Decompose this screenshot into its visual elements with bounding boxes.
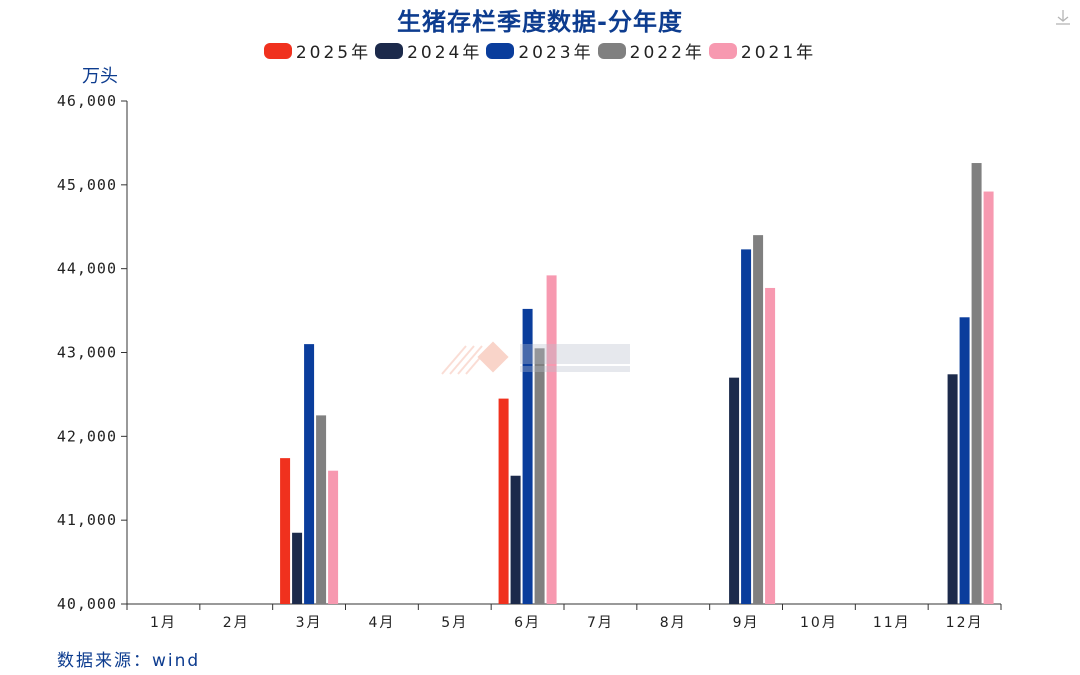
legend-label: 2024年 (407, 43, 483, 63)
bar (534, 348, 545, 604)
x-tick-label: 6月 (514, 615, 541, 631)
x-tick-label: 2月 (223, 615, 250, 631)
x-tick-label: 9月 (733, 615, 760, 631)
legend-label: 2022年 (629, 43, 705, 63)
x-tick-label: 10月 (800, 615, 838, 631)
legend-label: 2021年 (740, 43, 817, 63)
bar (510, 475, 521, 604)
bar (304, 344, 315, 604)
y-tick-label: 45,000 (57, 176, 117, 194)
bar (971, 163, 982, 604)
bar (753, 235, 764, 604)
bar (522, 308, 533, 604)
bar (328, 470, 339, 604)
legend-item[interactable]: 2021年 (708, 38, 817, 63)
legend-swatch (375, 42, 404, 59)
bar (741, 249, 752, 604)
x-tick-label: 1月 (150, 615, 177, 631)
legend-item[interactable]: 2024年 (375, 38, 482, 63)
watermark-logo (440, 338, 640, 386)
x-tick-label: 5月 (441, 615, 468, 631)
bar (947, 374, 958, 604)
data-source-note: 数据来源：wind (57, 651, 201, 671)
y-tick-label: 40,000 (57, 595, 117, 613)
legend: 2025年 2024年 2023年 2022年 2021年 (0, 38, 1080, 63)
legend-label: 2025年 (295, 43, 372, 63)
y-tick-label: 42,000 (57, 427, 117, 445)
bar (280, 458, 291, 604)
bar (546, 275, 557, 604)
x-tick-label: 4月 (368, 615, 395, 631)
y-axis-unit-label: 万头 (82, 66, 118, 87)
legend-swatch (263, 42, 292, 59)
x-tick-label: 12月 (946, 615, 984, 631)
y-tick-label: 41,000 (57, 511, 117, 529)
legend-item[interactable]: 2022年 (597, 38, 705, 63)
legend-swatch (597, 42, 626, 59)
y-tick-label: 46,000 (57, 92, 117, 110)
bar (983, 191, 994, 605)
bar (316, 415, 327, 604)
legend-item[interactable]: 2023年 (486, 38, 593, 63)
bar (292, 532, 303, 604)
legend-swatch (486, 42, 515, 59)
legend-swatch (708, 42, 737, 59)
bar (765, 287, 776, 604)
x-tick-label: 3月 (296, 615, 323, 631)
legend-label: 2023年 (518, 43, 594, 63)
watermark-stripes (441, 345, 491, 375)
x-tick-label: 11月 (873, 615, 911, 631)
y-tick-label: 43,000 (57, 344, 117, 362)
bar (959, 317, 970, 604)
bar (498, 398, 509, 604)
bar (729, 377, 740, 604)
x-tick-label: 8月 (660, 615, 687, 631)
x-tick-label: 7月 (587, 615, 614, 631)
y-tick-label: 44,000 (57, 260, 117, 278)
legend-item[interactable]: 2025年 (263, 38, 372, 63)
chart-title: 生猪存栏季度数据-分年度 (397, 8, 683, 36)
download-icon[interactable] (1054, 8, 1072, 26)
